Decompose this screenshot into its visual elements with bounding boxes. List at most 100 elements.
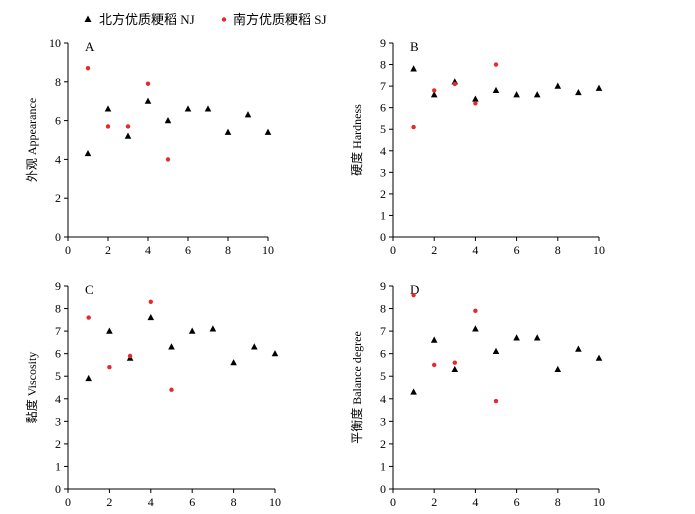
y-tick-label: 4 [380, 392, 386, 406]
data-point-sj [107, 365, 112, 370]
data-point-nj [575, 345, 582, 352]
data-point-nj [451, 365, 459, 373]
x-tick-label: 8 [231, 495, 237, 509]
y-tick-label: 6 [55, 114, 61, 128]
data-point-nj [554, 82, 562, 89]
y-tick-label: 1 [380, 459, 386, 473]
panel-label: D [410, 282, 419, 297]
x-tick-label: 6 [514, 495, 520, 509]
y-tick-label: 10 [49, 36, 61, 50]
x-tick-label: 2 [105, 243, 111, 257]
x-tick-label: 8 [555, 243, 561, 257]
data-point-nj [106, 327, 113, 334]
x-tick-label: 10 [593, 495, 605, 509]
y-axis-title: 硬度 Hardness [349, 104, 364, 176]
legend: 北方优质粳稻 NJ 南方优质粳稻 SJ [84, 12, 327, 27]
data-point-sj [473, 308, 478, 314]
data-point-nj [124, 132, 132, 139]
y-tick-label: 8 [380, 58, 386, 72]
x-tick-label: 2 [431, 495, 437, 509]
series-nj [410, 325, 603, 395]
x-tick-label: 0 [65, 495, 71, 509]
data-point-sj [452, 360, 457, 365]
legend-entry-sj: 南方优质粳稻 SJ [221, 12, 327, 27]
data-point-nj [595, 354, 603, 361]
y-axis-title: 平衡度 Balance degree [349, 331, 364, 444]
data-point-sj [165, 157, 171, 162]
data-point-nj [224, 128, 232, 135]
data-point-nj [230, 359, 237, 366]
data-point-sj [85, 66, 91, 71]
y-tick-label: 7 [380, 79, 386, 93]
data-point-nj [472, 325, 479, 332]
x-tick-label: 0 [390, 243, 396, 257]
data-point-sj [473, 101, 478, 106]
x-tick-label: 0 [390, 495, 396, 509]
legend-circle-marker [221, 17, 227, 22]
data-point-nj [209, 325, 217, 332]
data-point-sj [493, 62, 499, 67]
y-tick-label: 8 [380, 302, 386, 316]
data-point-sj [105, 124, 111, 129]
y-axis-title: 黏度 Viscosity [24, 352, 39, 424]
y-tick-label: 2 [380, 437, 386, 451]
panel-label: A [85, 39, 95, 54]
data-point-nj [410, 65, 417, 72]
x-tick-label: 2 [431, 243, 437, 257]
data-point-sj [411, 292, 416, 298]
panel-label: B [410, 39, 419, 54]
x-tick-label: 6 [514, 243, 520, 257]
y-tick-label: 9 [55, 279, 61, 293]
y-tick-label: 3 [380, 165, 386, 179]
series-nj [84, 97, 272, 157]
x-tick-label: 8 [225, 243, 231, 257]
data-point-nj [271, 350, 279, 357]
y-tick-label: 7 [380, 324, 386, 338]
data-point-nj [188, 327, 196, 334]
data-point-nj [492, 86, 500, 94]
data-point-nj [84, 149, 92, 157]
data-point-nj [104, 105, 112, 112]
series-nj [85, 313, 279, 382]
panel-d: 0 2 4 6 8 10 0 1 2 3 4 5 6 7 8 9 D 平衡度 Balance degree [349, 279, 605, 509]
x-tick-label: 8 [555, 495, 561, 509]
y-tick-label: 4 [380, 144, 386, 158]
y-axis-title: 外观 Appearance [25, 98, 39, 182]
series-sj [85, 66, 171, 162]
x-tick-label: 4 [145, 243, 151, 257]
y-tick-label: 6 [380, 101, 386, 115]
data-point-nj [554, 365, 562, 373]
y-tick-label: 0 [55, 230, 61, 244]
y-tick-label: 0 [380, 482, 386, 496]
data-point-nj [472, 95, 479, 102]
data-point-nj [144, 97, 152, 104]
data-point-nj [533, 334, 541, 341]
data-point-nj [430, 91, 438, 98]
data-point-nj [204, 105, 212, 112]
data-point-nj [244, 111, 252, 118]
data-point-sj [169, 387, 174, 392]
y-tick-label: 6 [55, 347, 61, 361]
data-point-sj [148, 299, 153, 304]
y-tick-label: 1 [55, 459, 61, 473]
x-tick-label: 10 [269, 495, 281, 509]
series-sj [86, 299, 174, 392]
x-tick-label: 6 [185, 243, 191, 257]
y-tick-label: 9 [380, 279, 386, 293]
data-point-sj [493, 398, 499, 404]
y-tick-label: 1 [380, 208, 386, 222]
data-point-nj [533, 91, 541, 98]
data-point-nj [184, 105, 192, 112]
data-point-nj [430, 336, 438, 343]
x-tick-label: 4 [148, 495, 154, 509]
series-sj [411, 292, 499, 404]
x-tick-label: 6 [189, 495, 195, 509]
y-tick-label: 4 [55, 152, 61, 166]
data-point-sj [125, 124, 131, 129]
x-tick-label: 2 [106, 495, 112, 509]
y-tick-label: 5 [55, 369, 61, 383]
data-point-nj [513, 91, 520, 98]
panel-c: 0 2 4 6 8 10 0 1 2 3 4 5 6 7 8 9 C 黏度 Viscosity [24, 279, 281, 509]
y-tick-label: 9 [380, 36, 386, 50]
